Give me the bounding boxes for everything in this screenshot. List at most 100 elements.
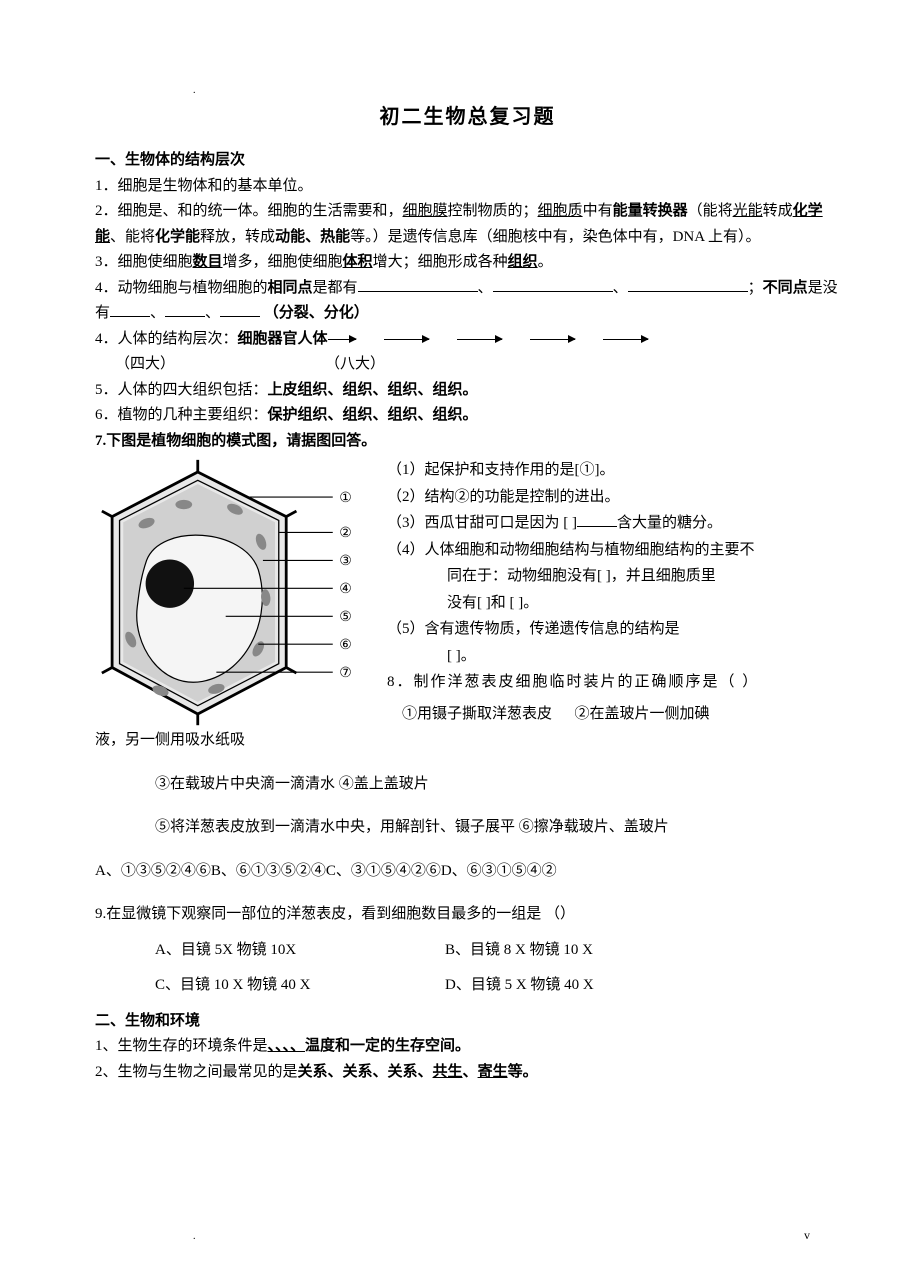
q5: 5．人体的四大组织包括：上皮组织、组织、组织、组织。 — [95, 378, 840, 404]
q7-2: （2）结构②的功能是控制的进出。 — [387, 485, 840, 511]
q9-d: D、目镜 5 X 物镜 40 X — [445, 973, 594, 999]
q3-b: 增多，细胞使细胞 — [223, 254, 343, 270]
sep: 、 — [150, 305, 165, 321]
q9-c: C、目镜 10 X 物镜 40 X — [155, 973, 445, 999]
q7-4c: 没有[ ]和 [ ]。 — [387, 591, 840, 617]
sub-b: （八大） — [325, 352, 385, 378]
arrow-icon — [384, 327, 429, 353]
cell-label-6: ⑥ — [339, 636, 352, 652]
q1: 1．细胞是生物体和的基本单位。 — [95, 174, 840, 200]
q4a-c: ； — [748, 280, 763, 296]
page-title: 初二生物总复习题 — [95, 100, 840, 134]
arrow-icon — [328, 327, 356, 353]
s2-q2u2: 寄生 — [478, 1064, 508, 1080]
s2-q2: 2、生物与生物之间最常见的是关系、关系、关系、共生、寄生等。 — [95, 1060, 840, 1086]
blank — [628, 276, 748, 291]
q6: 6．植物的几种主要组织：保护组织、组织、组织、组织。 — [95, 403, 840, 429]
q2-u1: 细胞膜 — [403, 203, 448, 219]
sep: 、 — [613, 280, 628, 296]
sep: 、 — [205, 305, 220, 321]
section-1-heading: 一、生物体的结构层次 — [95, 148, 840, 174]
q2: 2．细胞是、和的统一体。细胞的生活需要和，细胞膜控制物质的；细胞质中有能量转换器… — [95, 199, 840, 250]
sub-a: （四大） — [115, 352, 175, 378]
q7-3a: （3）西瓜甘甜可口是因为 [ ] — [387, 515, 577, 531]
q8-opts: A、①③⑤②④⑥B、⑥①③⑤②④C、③①⑤④②⑥D、⑥③①⑤④② — [95, 859, 840, 885]
s2-q1u: 、、、、 — [268, 1038, 306, 1054]
s2-q2b1: 关系、关系、关系、 — [298, 1064, 433, 1080]
s2-q2u1: 共生 — [433, 1064, 463, 1080]
cell-label-3: ③ — [339, 552, 352, 568]
q5-a: 5．人体的四大组织包括： — [95, 382, 268, 398]
q2-text-e: 转成 — [763, 203, 793, 219]
cell-label-7: ⑦ — [339, 664, 352, 680]
q3-c: 增大；细胞形成各种 — [373, 254, 508, 270]
s2-q1a: 1、生物生存的环境条件是 — [95, 1038, 268, 1054]
footer-v: v — [804, 1225, 810, 1245]
q3-a: 3．细胞使细胞 — [95, 254, 193, 270]
q4b-sub: （四大） （八大） — [115, 352, 840, 378]
cell-label-1: ① — [339, 489, 352, 505]
cell-label-2: ② — [339, 524, 352, 540]
q3-d: 。 — [538, 254, 553, 270]
q2-b1: 能量转换器 — [613, 203, 688, 219]
q4a-b2: 不同点 — [763, 280, 808, 296]
s2-q1: 1、生物生存的环境条件是、、、、温度和一定的生存空间。 — [95, 1034, 840, 1060]
q7-4b: 同在于：动物细胞没有[ ]，并且细胞质里 — [387, 564, 840, 590]
blank — [577, 512, 617, 527]
blank — [220, 302, 260, 317]
arrow-icon — [530, 327, 575, 353]
q8-56: ⑤将洋葱表皮放到一滴清水中央，用解剖针、镊子展平 ⑥擦净载玻片、盖玻片 — [155, 815, 840, 841]
q7-lead: 7.下图是植物细胞的模式图，请据图回答。 — [95, 429, 840, 455]
s2-q2b2: 等。 — [508, 1064, 538, 1080]
q3-u1: 数目 — [193, 254, 223, 270]
q3-u2: 体积 — [343, 254, 373, 270]
cell-label-4: ④ — [339, 580, 352, 596]
q7-wrap: ① ② ③ ④ ⑤ ⑥ ⑦ （1）起保护和支持作用的是[①]。 （2）结构②的功… — [95, 458, 840, 728]
q2-text-h: 等。）是遗传信息库（细胞核中有，染色体中有，DNA 上有）。 — [350, 229, 760, 245]
q8-1: ①用镊子撕取洋葱表皮 — [402, 706, 552, 722]
q9-ab: A、目镜 5X 物镜 10X B、目镜 8 X 物镜 10 X — [155, 938, 840, 964]
arrow-icon — [603, 327, 648, 353]
q2-text-g: 释放，转成 — [200, 229, 275, 245]
q4a-paren: （分裂、分化） — [264, 305, 369, 321]
blank — [358, 276, 478, 291]
footer-dot: . — [193, 1228, 196, 1245]
q9-cd: C、目镜 10 X 物镜 40 X D、目镜 5 X 物镜 40 X — [155, 973, 840, 999]
q8-34: ③在载玻片中央滴一滴清水 ④盖上盖玻片 — [155, 772, 840, 798]
q7-right: （1）起保护和支持作用的是[①]。 （2）结构②的功能是控制的进出。 （3）西瓜… — [375, 458, 840, 728]
q7-5a: （5）含有遗传物质，传递遗传信息的结构是 — [387, 617, 840, 643]
s2-q2a: 2、生物与生物之间最常见的是 — [95, 1064, 298, 1080]
q2-b3: 动能、热能 — [275, 229, 350, 245]
sep: 、 — [478, 280, 493, 296]
q7-3b: 含大量的糖分。 — [617, 515, 722, 531]
q5-b: 上皮组织、组织、组织、组织。 — [268, 382, 478, 398]
s2-q2s: 、 — [463, 1064, 478, 1080]
blank — [110, 302, 150, 317]
q2-u3: 光能 — [733, 203, 763, 219]
q2-text-f: 、能将 — [110, 229, 155, 245]
q4a-b1: 相同点 — [268, 280, 313, 296]
q4b-a: 4．人体的结构层次： — [95, 331, 238, 347]
q3-u3: 组织 — [508, 254, 538, 270]
q4a-b: 是都有 — [313, 280, 358, 296]
q6-b: 保护组织、组织、组织、组织。 — [268, 407, 478, 423]
page: . 初二生物总复习题 一、生物体的结构层次 1．细胞是生物体和的基本单位。 2．… — [0, 0, 920, 1277]
q4a-a: 4．动物细胞与植物细胞的 — [95, 280, 268, 296]
q8-2b: 液，另一侧用吸水纸吸 — [95, 728, 840, 754]
q9-a: A、目镜 5X 物镜 10X — [155, 938, 445, 964]
q7-5b: [ ]。 — [387, 644, 840, 670]
q8-12: ①用镊子撕取洋葱表皮 ②在盖玻片一侧加碘 — [387, 702, 840, 728]
q2-text-b: 控制物质的； — [448, 203, 538, 219]
arrow-icon — [457, 327, 502, 353]
q7-3: （3）西瓜甘甜可口是因为 [ ] 含大量的糖分。 — [387, 511, 840, 537]
top-dot: . — [193, 82, 196, 99]
q8-2: ②在盖玻片一侧加碘 — [575, 706, 710, 722]
q9: 9.在显微镜下观察同一部位的洋葱表皮，看到细胞数目最多的一组是 （） — [95, 902, 840, 928]
blank — [165, 302, 205, 317]
q3: 3．细胞使细胞数目增多，细胞使细胞体积增大；细胞形成各种组织。 — [95, 250, 840, 276]
cell-label-5: ⑤ — [339, 608, 352, 624]
q2-text-c: 中有 — [583, 203, 613, 219]
q7-1: （1）起保护和支持作用的是[①]。 — [387, 458, 840, 484]
q7-4a: （4）人体细胞和动物细胞结构与植物细胞结构的主要不 — [387, 538, 840, 564]
section-2-heading: 二、生物和环境 — [95, 1009, 840, 1035]
